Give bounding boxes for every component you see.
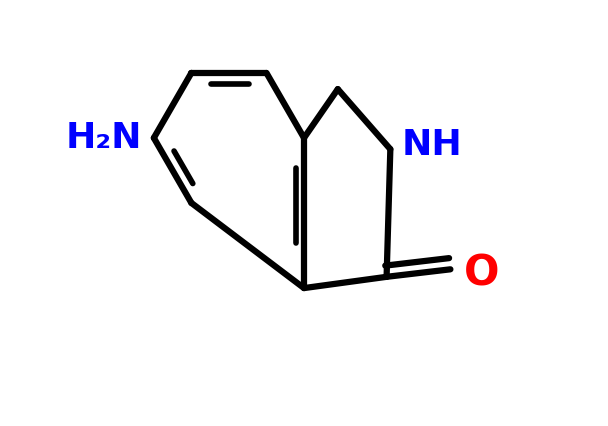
Text: H₂N: H₂N <box>66 121 143 155</box>
Text: O: O <box>464 252 499 294</box>
Text: NH: NH <box>402 128 462 162</box>
